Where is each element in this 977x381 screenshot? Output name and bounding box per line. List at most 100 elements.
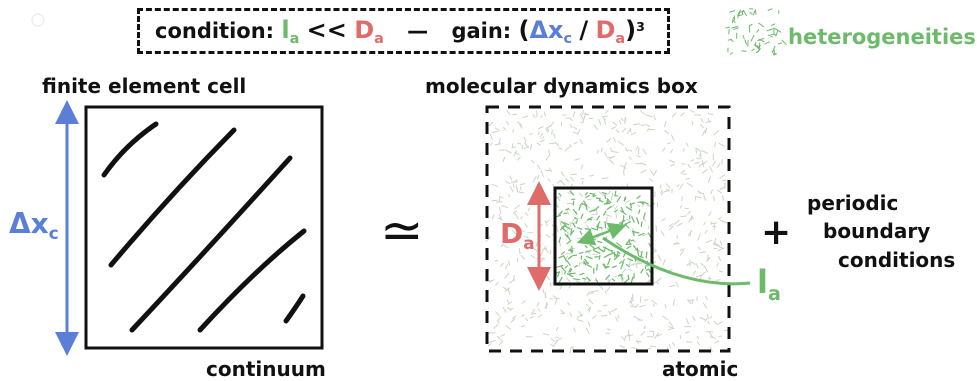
heterogeneity-dash [607, 287, 610, 291]
finite-element-cell [86, 107, 322, 348]
heterogeneity-dash [541, 116, 543, 118]
heterogeneity-dash [641, 332, 645, 336]
heterogeneity-dash [555, 142, 559, 146]
heterogeneity-dash [708, 321, 709, 324]
heterogeneity-dash [567, 241, 571, 244]
heterogeneity-dash [697, 149, 701, 153]
l-a-subscript: a [290, 31, 300, 47]
heterogeneity-dash [646, 115, 652, 117]
continuum-streaks [104, 124, 304, 330]
heterogeneity-dash [490, 143, 492, 146]
heterogeneity-dash [536, 242, 537, 246]
heterogeneity-dash [671, 165, 674, 166]
heterogeneity-dash [561, 266, 565, 271]
heterogeneity-dash [597, 150, 598, 153]
heterogeneity-dash [520, 184, 524, 185]
heterogeneity-dash [528, 208, 530, 210]
heterogeneity-dash [598, 311, 601, 312]
heterogeneity-dash [641, 170, 646, 172]
heterogeneity-dash [537, 302, 539, 306]
heterogeneity-dash [513, 184, 514, 188]
heterogeneity-dash [628, 259, 633, 261]
heterogeneity-dash [713, 161, 716, 166]
heterogeneity-dash [621, 263, 623, 269]
heterogeneity-dash [657, 278, 661, 281]
heterogeneity-dash [632, 217, 634, 222]
heterogeneity-dash [706, 297, 708, 300]
periodic-line-2: boundary [823, 221, 930, 241]
heterogeneity-dash [609, 280, 611, 283]
heterogeneity-dash [590, 245, 594, 248]
heterogeneity-dash [665, 130, 669, 133]
heterogeneity-dash [514, 151, 516, 156]
heterogeneity-dash [488, 344, 491, 346]
heterogeneity-dash [641, 269, 643, 273]
heterogeneity-dash [755, 42, 756, 46]
heterogeneity-dash [706, 240, 712, 242]
heterogeneity-dash [552, 130, 553, 134]
heterogeneity-dash [674, 220, 679, 224]
heterogeneity-dash [604, 254, 610, 257]
heterogeneity-dash [719, 143, 724, 146]
heterogeneity-dash [494, 325, 498, 329]
heterogeneity-dash [506, 121, 508, 125]
d-a-label: Da [500, 220, 535, 248]
heterogeneity-dash [629, 269, 632, 270]
heterogeneity-dash [578, 238, 583, 239]
heterogeneity-dash [587, 257, 593, 259]
heterogeneity-dash [702, 272, 706, 275]
heterogeneity-dash [687, 183, 692, 187]
heterogeneity-dash [605, 195, 606, 198]
heterogeneity-dash [615, 206, 617, 209]
heterogeneity-dash [510, 176, 512, 180]
relation-symbol: << [307, 16, 347, 44]
heterogeneity-dash [685, 332, 689, 333]
heterogeneity-dash [506, 182, 510, 184]
heterogeneity-dash [645, 265, 646, 269]
heterogeneity-dash [581, 214, 583, 218]
heterogeneity-dash [592, 228, 598, 230]
heterogeneity-dash [710, 316, 712, 318]
heterogeneity-dash [518, 143, 522, 144]
heterogeneity-dash [514, 276, 515, 280]
heterogeneity-dash [548, 179, 550, 182]
heterogeneity-dash [648, 226, 649, 229]
heterogeneity-dash [615, 191, 616, 195]
heterogeneity-dash [719, 217, 722, 219]
heterogeneity-dash [594, 251, 600, 254]
heterogeneity-dash [669, 224, 673, 227]
heterogeneity-dash [507, 300, 509, 303]
heterogeneity-dash [546, 220, 549, 223]
heterogeneity-dash [681, 216, 686, 217]
heterogeneity-dash [714, 321, 717, 324]
heterogeneity-dash [680, 184, 683, 189]
heterogeneity-dash [500, 207, 501, 213]
heterogeneity-dash [767, 29, 773, 31]
heterogeneity-dash [586, 196, 589, 198]
heterogeneity-dash [587, 277, 591, 281]
heterogeneity-dash [617, 130, 619, 133]
heterogeneity-dash [579, 193, 582, 196]
approx-symbol: ≃ [380, 205, 424, 257]
heterogeneity-dash [578, 130, 580, 135]
heterogeneity-dash [608, 329, 611, 330]
heterogeneity-dash [730, 11, 735, 13]
heterogeneity-dash [651, 346, 656, 347]
l-a-label-subscript: a [768, 282, 781, 305]
heterogeneity-dash [560, 242, 561, 246]
heterogeneity-dash [551, 344, 555, 346]
heterogeneity-dash [637, 196, 640, 198]
heterogeneity-dash [544, 334, 549, 336]
heterogeneity-dash [568, 303, 570, 305]
heterogeneity-dash [622, 337, 624, 339]
heterogeneity-dash [636, 146, 638, 150]
heterogeneity-dash [688, 164, 691, 168]
heterogeneity-dash [560, 181, 565, 185]
heterogeneity-dash [732, 18, 733, 23]
heterogeneity-dash [719, 247, 723, 249]
heterogeneity-dash [776, 31, 778, 36]
heterogeneity-dash [716, 280, 721, 281]
heterogeneity-dash [585, 246, 587, 248]
heterogeneity-dash [636, 341, 641, 342]
d-a-subscript: a [374, 31, 384, 47]
